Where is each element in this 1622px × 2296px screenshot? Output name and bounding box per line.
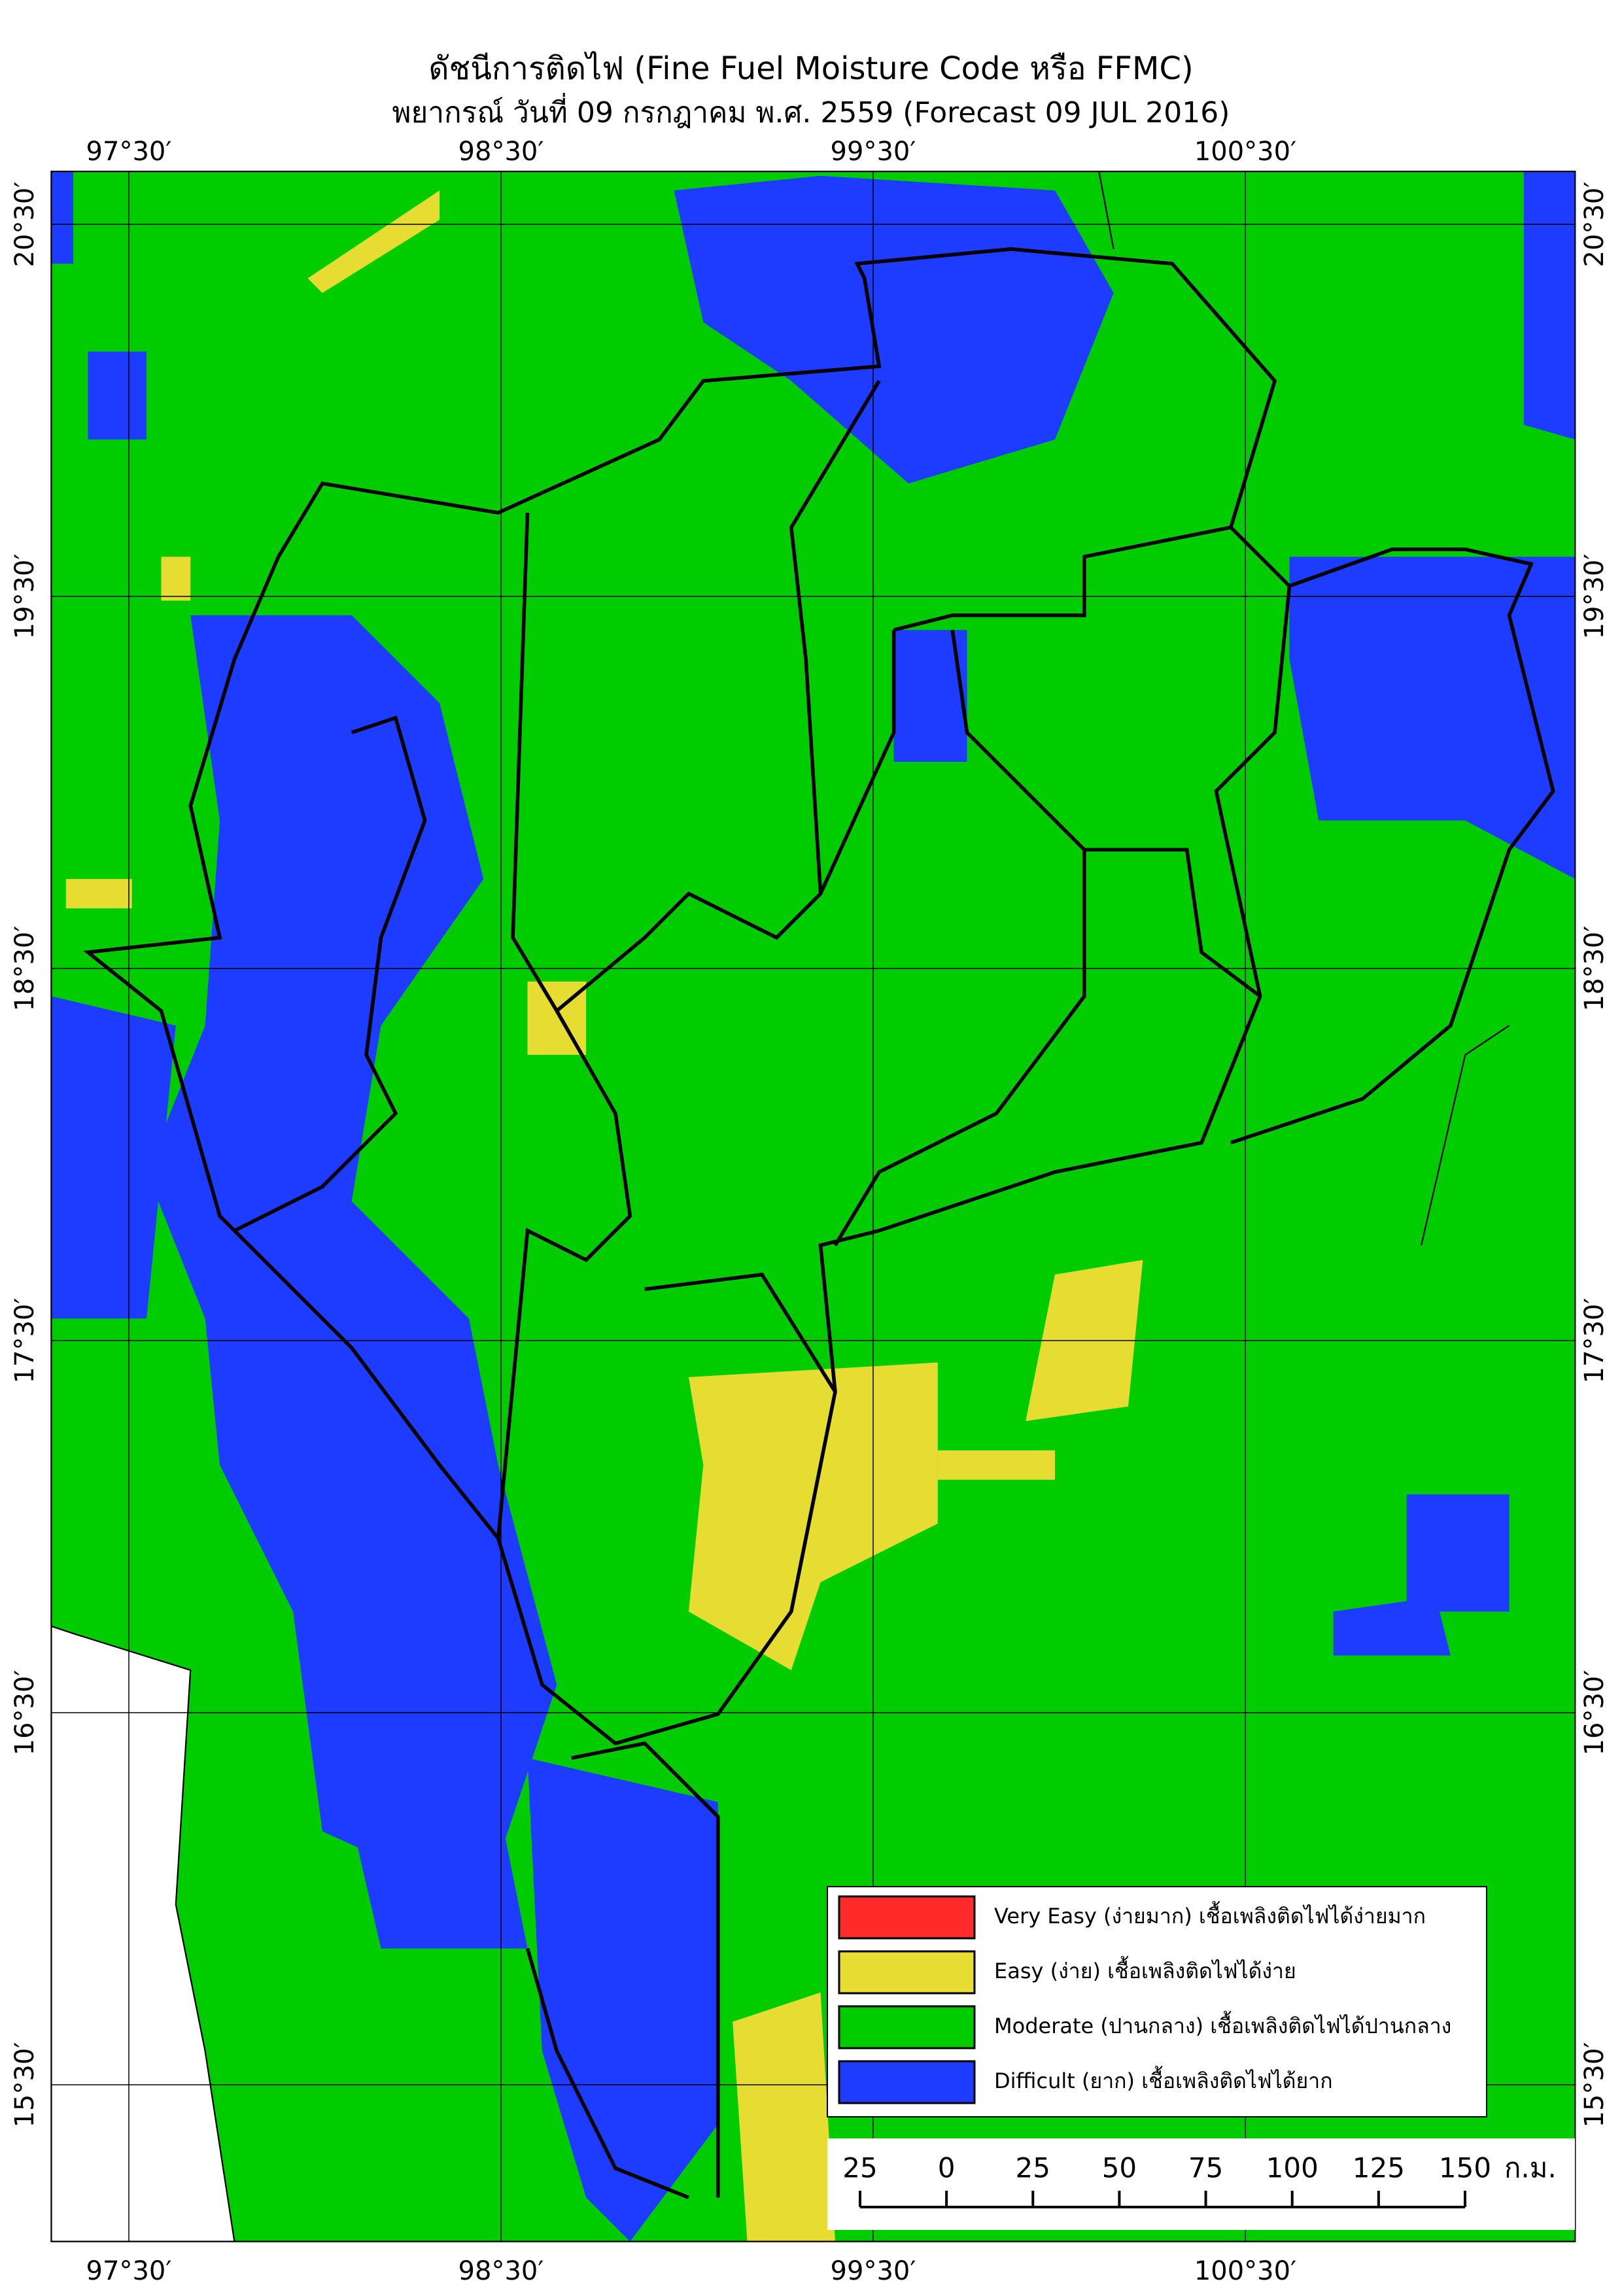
- scale-label: 125: [1353, 2152, 1405, 2184]
- lon-label: 100°30′: [1194, 137, 1296, 167]
- scale-label: 25: [1016, 2152, 1050, 2184]
- easy-areas: [65, 190, 1143, 2242]
- scale-unit: ก.ม.: [1504, 2152, 1557, 2184]
- legend-swatch: [838, 2005, 976, 2049]
- lat-label: 19°30′: [1579, 554, 1610, 640]
- title: ดัชนีการติดไฟ (Fine Fuel Moisture Code ห…: [428, 50, 1193, 87]
- legend-swatch: [838, 1895, 976, 1940]
- scale-label: 100: [1266, 2152, 1319, 2184]
- lat-label: 16°30′: [1579, 1670, 1610, 1756]
- lon-label: 98°30′: [458, 137, 544, 167]
- subtitle: พยากรณ์ วันที่ 09 กรกฎาคม พ.ศ. 2559 (For…: [392, 92, 1230, 129]
- lon-label: 100°30′: [1194, 2256, 1296, 2286]
- legend-label: Difficult (ยาก) เชื้อเพลิงติดไฟได้ยาก: [994, 2066, 1333, 2093]
- lon-label: 99°30′: [831, 137, 916, 167]
- sea: [51, 1625, 235, 2242]
- scale-box: [827, 2138, 1575, 2230]
- lat-label: 16°30′: [10, 1670, 40, 1756]
- legend-swatch: [838, 1950, 976, 1995]
- scale-label: 25: [842, 2152, 877, 2184]
- legend-swatch: [838, 2060, 976, 2104]
- scale-label: 75: [1188, 2152, 1223, 2184]
- map-frame: [50, 170, 1576, 2242]
- lat-label: 18°30′: [10, 926, 40, 1012]
- lat-label: 18°30′: [1579, 926, 1610, 1012]
- scale-label: 50: [1102, 2152, 1137, 2184]
- lat-label: 20°30′: [1579, 182, 1610, 267]
- legend-label: Easy (ง่าย) เชื้อเพลิงติดไฟได้ง่าย: [994, 1956, 1296, 1983]
- legend-label: Moderate (ปานกลาง) เชื้อเพลิงติดไฟได้ปาน…: [994, 2011, 1451, 2038]
- province-borders: [83, 171, 1555, 2200]
- lon-label: 99°30′: [831, 2256, 916, 2286]
- lat-label: 19°30′: [10, 554, 40, 640]
- lat-label: 15°30′: [1579, 2042, 1610, 2128]
- legend-label: Very Easy (ง่ายมาก) เชื้อเพลิงติดไฟได้ง่…: [994, 1901, 1426, 1928]
- scale-label: 150: [1439, 2152, 1491, 2184]
- scale-label: 0: [938, 2152, 956, 2184]
- lon-label: 97°30′: [86, 2256, 172, 2286]
- lat-label: 17°30′: [10, 1298, 40, 1384]
- lat-label: 20°30′: [10, 182, 40, 267]
- map: [50, 170, 1576, 2242]
- difficult-areas: [51, 171, 1576, 2242]
- lon-label: 98°30′: [458, 2256, 544, 2286]
- lat-label: 17°30′: [1579, 1298, 1610, 1384]
- lat-label: 15°30′: [10, 2042, 40, 2128]
- lon-label: 97°30′: [86, 137, 172, 167]
